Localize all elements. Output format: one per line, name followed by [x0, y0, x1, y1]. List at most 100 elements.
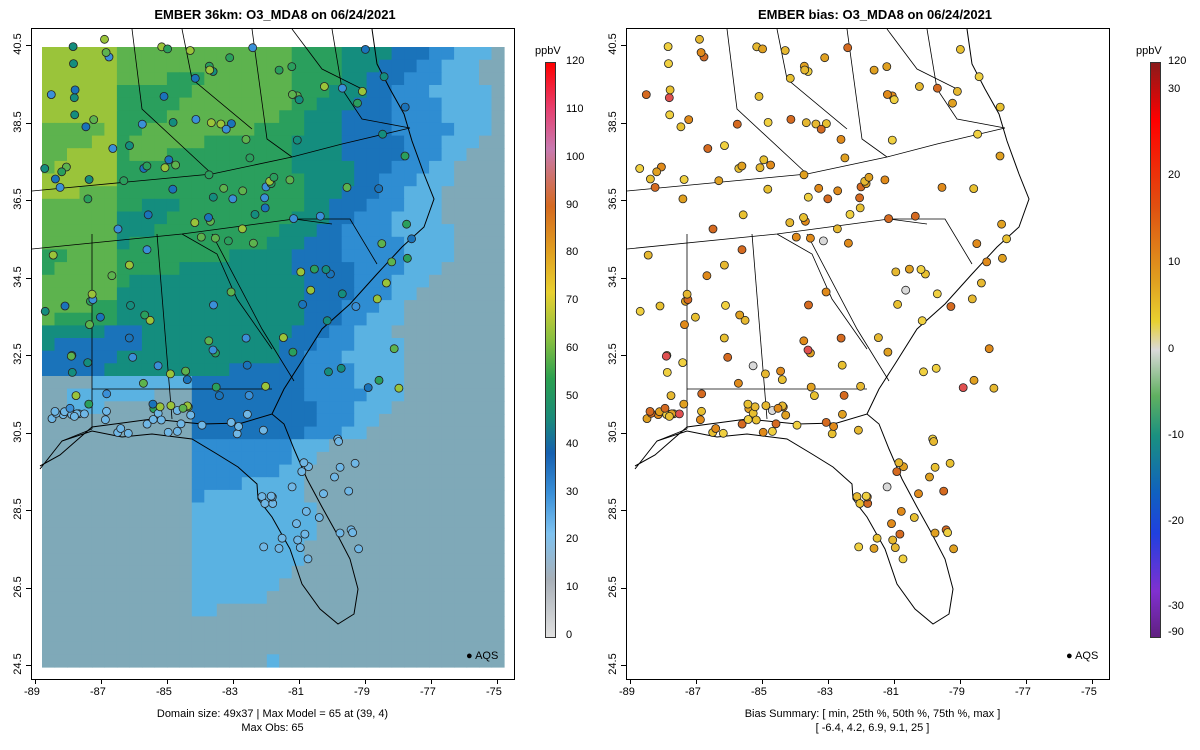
right-station-marker	[946, 302, 956, 311]
left-grid-cell	[379, 413, 393, 428]
left-station-marker	[100, 34, 109, 44]
left-grid-cell	[379, 477, 393, 491]
left-grid-cell	[79, 629, 93, 643]
left-grid-cell	[429, 198, 443, 213]
left-grid-cell	[454, 603, 468, 617]
left-grid-cell	[91, 224, 105, 238]
left-colorbar	[545, 62, 556, 638]
left-station-marker	[360, 44, 370, 54]
left-grid-cell	[354, 376, 368, 390]
left-grid-cell	[241, 85, 255, 99]
right-station-marker	[792, 420, 802, 430]
left-station-marker	[214, 391, 224, 401]
left-grid-cell	[42, 72, 56, 86]
left-grid-cell	[204, 274, 218, 289]
left-grid-cell	[379, 173, 393, 187]
left-grid-cell	[129, 312, 143, 326]
left-grid-cell	[254, 629, 268, 643]
left-grid-cell	[279, 135, 293, 149]
left-station-marker	[85, 320, 94, 330]
left-grid-cell	[141, 110, 155, 124]
left-grid-cell	[179, 350, 193, 364]
left-grid-cell	[429, 338, 443, 352]
left-grid-cell	[141, 603, 155, 617]
left-grid-cell	[379, 224, 393, 238]
left-grid-cell	[216, 654, 230, 668]
left-grid-cell	[91, 186, 105, 200]
left-grid-cell	[67, 72, 81, 86]
left-grid-cell	[129, 401, 143, 415]
left-grid-cell	[141, 363, 155, 377]
left-grid-cell	[166, 603, 180, 617]
left-grid-cell	[341, 173, 355, 187]
left-grid-cell	[254, 553, 268, 567]
left-grid-cell	[416, 173, 430, 187]
left-grid-cell	[304, 477, 318, 491]
left-grid-cell	[429, 173, 443, 187]
left-grid-cell	[67, 527, 81, 542]
left-grid-cell	[479, 477, 493, 491]
left-station-marker	[159, 92, 169, 101]
left-grid-cell	[154, 236, 168, 251]
left-grid-cell	[429, 287, 443, 301]
left-grid-cell	[416, 211, 430, 225]
left-grid-cell	[304, 224, 318, 238]
left-station-marker	[124, 333, 134, 343]
right-ytick-label: 36.5	[607, 188, 619, 210]
left-grid-cell	[404, 629, 418, 643]
right-station-marker	[969, 184, 979, 194]
left-grid-cell	[379, 426, 393, 440]
left-grid-cell	[104, 502, 118, 516]
left-grid-cell	[391, 262, 405, 276]
left-station-marker	[260, 499, 270, 508]
left-grid-cell	[91, 97, 105, 111]
left-station-marker	[321, 265, 331, 274]
left-grid-cell	[129, 224, 143, 238]
left-station-marker	[297, 467, 307, 477]
left-grid-cell	[279, 654, 293, 668]
left-colorbar-tick-label: 100	[566, 150, 585, 163]
right-station-marker	[974, 72, 984, 82]
left-grid-cell	[179, 527, 193, 542]
left-grid-cell	[54, 540, 68, 554]
left-grid-cell	[291, 388, 305, 402]
left-grid-cell	[329, 629, 343, 643]
left-grid-cell	[354, 616, 368, 630]
left-station-marker	[163, 44, 173, 54]
left-grid-cell	[366, 413, 380, 428]
left-grid-cell	[391, 565, 405, 580]
left-grid-cell	[266, 464, 280, 478]
left-grid-cell	[441, 198, 455, 213]
left-grid-cell	[479, 59, 493, 73]
left-grid-cell	[391, 85, 405, 99]
left-station-marker	[287, 482, 297, 492]
left-grid-cell	[379, 553, 393, 567]
left-grid-cell	[266, 451, 280, 466]
left-grid-cell	[341, 300, 355, 314]
left-grid-cell	[379, 97, 393, 111]
left-grid-cell	[404, 515, 418, 529]
left-grid-cell	[54, 578, 68, 592]
left-grid-cell	[354, 262, 368, 276]
left-grid-cell	[79, 148, 93, 162]
right-xtick-mark	[894, 679, 895, 684]
left-grid-cell	[404, 325, 418, 339]
left-grid-cell	[479, 338, 493, 352]
right-station-marker	[785, 218, 795, 228]
left-grid-cell	[91, 160, 105, 175]
left-grid-cell	[454, 211, 468, 225]
left-grid-cell	[116, 553, 130, 567]
left-station-marker	[351, 302, 361, 311]
left-grid-cell	[491, 451, 505, 466]
left-grid-cell	[454, 274, 468, 289]
right-station-marker	[771, 419, 781, 429]
left-grid-cell	[466, 47, 480, 61]
left-grid-cell	[254, 236, 268, 251]
left-grid-cell	[454, 97, 468, 111]
left-grid-cell	[54, 110, 68, 124]
left-grid-cell	[416, 401, 430, 415]
left-grid-cell	[316, 527, 330, 542]
left-grid-cell	[191, 363, 205, 377]
right-station-marker	[837, 360, 847, 370]
left-grid-cell	[154, 515, 168, 529]
